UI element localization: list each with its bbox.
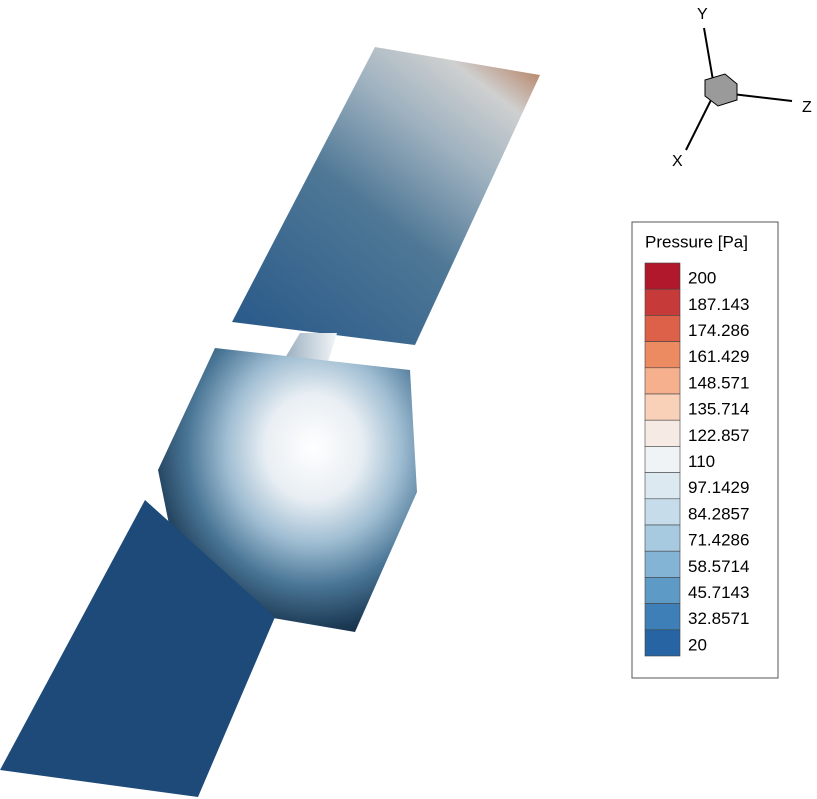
legend-label: 148.571 <box>688 373 749 392</box>
legend-label: 135.714 <box>688 400 749 419</box>
legend-label: 71.4286 <box>688 531 749 550</box>
legend-swatch <box>644 341 681 369</box>
legend-swatch <box>644 393 681 421</box>
legend-swatch <box>644 577 681 604</box>
legend-label: 122.857 <box>688 426 749 445</box>
legend-swatch <box>644 419 681 447</box>
legend-swatch <box>644 498 681 526</box>
legend-swatch <box>644 446 681 473</box>
solar-panel-bottom <box>0 500 275 797</box>
axis-triad <box>685 27 793 151</box>
legend-swatch <box>644 472 681 500</box>
axis-label: Y <box>697 6 708 23</box>
legend-swatch <box>644 288 681 316</box>
legend-swatch <box>644 524 681 552</box>
legend-swatch <box>644 315 681 342</box>
legend-label: 84.2857 <box>688 504 749 523</box>
x-axis-line <box>685 91 716 151</box>
legend-label: 110 <box>688 452 715 471</box>
legend-items: 200 187.143 174.286 161.429 148.571 135.714 12… <box>644 262 749 657</box>
legend-label: 200 <box>688 269 716 288</box>
legend-label: 187.143 <box>688 295 749 314</box>
legend-swatch <box>644 367 681 395</box>
legend-label: 97.1429 <box>688 478 749 497</box>
legend-swatch <box>644 603 681 631</box>
axis-label: X <box>672 153 683 170</box>
legend-label: 174.286 <box>688 321 749 340</box>
legend-title: Pressure [Pa] <box>645 232 748 251</box>
triad-cube <box>704 73 738 107</box>
legend-swatch <box>644 262 681 290</box>
legend-swatch <box>644 550 681 578</box>
legend-label: 161.429 <box>688 347 749 366</box>
satellite-body <box>158 348 417 632</box>
legend-label: 20 <box>688 635 707 654</box>
legend-label: 32.8571 <box>688 609 749 628</box>
legend-label: 58.5714 <box>688 557 749 576</box>
axis-label: Z <box>802 99 812 116</box>
connector <box>285 333 337 362</box>
legend-swatch <box>644 629 681 657</box>
legend-label: 45.7143 <box>688 583 749 602</box>
solar-panel-top <box>232 47 540 345</box>
